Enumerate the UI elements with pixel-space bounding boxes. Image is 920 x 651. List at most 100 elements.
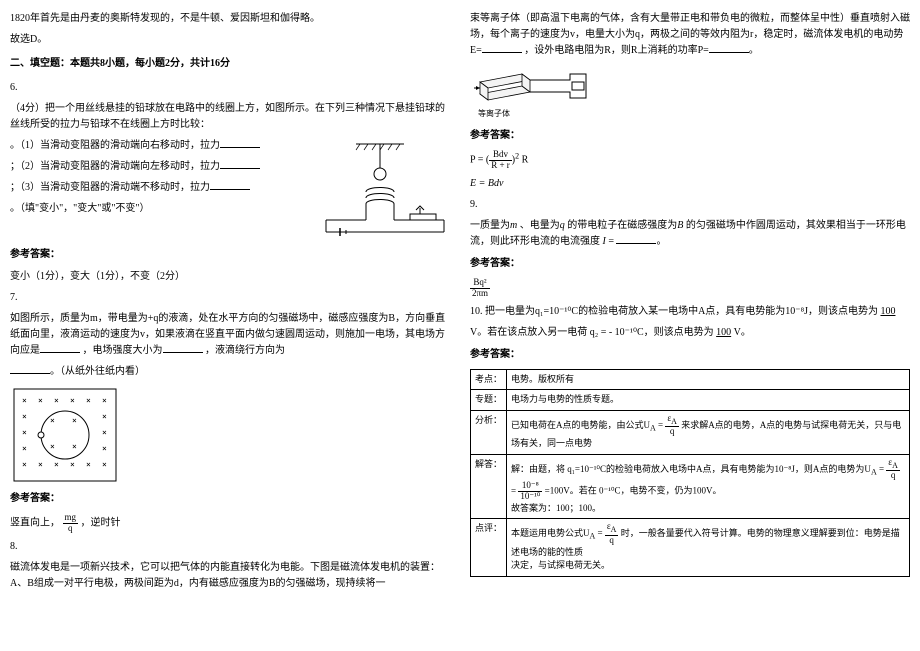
q7-number: 7. (10, 290, 450, 306)
svg-text:×: × (38, 396, 43, 405)
q9-b: B (677, 220, 683, 231)
r4b-f1d: q (886, 471, 900, 481)
r4b-2: =100V。若在 0⁻¹⁰C，电势不变，仍为100V。 (545, 485, 722, 495)
q9-blank (616, 234, 656, 244)
q9-answer: Bq² 2πm (470, 278, 910, 299)
right-column: 束等离子体（即高温下电离的气体，含有大量带正电和带负电的微粒，而整体呈中性）垂直… (460, 0, 920, 651)
r5b-fn: εA (605, 522, 619, 536)
q10-row: 10. 把一电量为q₁=10⁻¹⁰C的检验电荷放入某一电场中A点，具有电势能为1… (470, 304, 910, 320)
q6-c2-blank (220, 159, 260, 169)
q6-figure (320, 142, 450, 237)
q9-tail: 。 (656, 236, 666, 247)
tbl-row-5: 点评： 本题运用电势公式UA = εA q 时，一般各量要代入符号计算。电势的物… (471, 519, 910, 576)
q8-answer-block: P = ( Bdv R + r )2 R (470, 150, 910, 171)
q10-s2: V。若在该点放入另一电荷 q₂ = - 10⁻¹⁰C，则该点电势为 (470, 327, 714, 338)
svg-text:×: × (86, 396, 91, 405)
svg-text:等离子体: 等离子体 (478, 108, 510, 118)
svg-text:×: × (50, 442, 55, 451)
svg-text:×: × (22, 396, 27, 405)
q7-blank1 (40, 343, 80, 353)
svg-text:×: × (22, 412, 27, 421)
q9-m: m (510, 220, 517, 231)
q6-c2-text: （2）当滑动变阻器的滑动端向左移动时，拉力 (20, 161, 220, 172)
q6-number: 6. (10, 80, 450, 96)
q8-e-answer: E = Bdv (470, 176, 910, 192)
r4b-f2d: 10⁻¹⁰ (518, 492, 542, 502)
tbl-r4b: 解：由题，将 q₁=10⁻¹⁰C的检验电荷放入电场中A点，具有电势能为10⁻⁸J… (507, 454, 910, 519)
r4b-frac1: εA q (886, 458, 900, 481)
tbl-r1a: 考点： (471, 369, 507, 390)
r4b-f1n: εA (886, 458, 900, 472)
q9-t1: 一质量为 (470, 220, 510, 231)
r5b-sub: A (590, 532, 596, 541)
q10-b1: 100 (880, 306, 895, 317)
r4b-line2: 故答案为：100；100。 (511, 502, 905, 516)
q8-p-den: R + r (489, 161, 512, 171)
svg-text:×: × (70, 460, 75, 469)
q8-p-sq: 2 (515, 151, 519, 160)
tbl-r2a: 专题： (471, 390, 507, 411)
q7-answer: 竖直向上， mg q ，逆时针 (10, 513, 450, 534)
q9-answer-label: 参考答案： (470, 256, 910, 272)
q10-s3: V。 (734, 327, 751, 338)
q6-c3-blank (210, 180, 250, 190)
q6-stem: （4分）把一个用丝线悬挂的铅球放在电路中的线圈上方，如图所示。在下列三种情况下悬… (10, 101, 450, 133)
svg-text:×: × (86, 460, 91, 469)
svg-text:×: × (72, 416, 77, 425)
r3b-fn: εA (665, 414, 679, 428)
tbl-r3a: 分析： (471, 410, 507, 454)
q8-blank-e (482, 43, 522, 53)
svg-text:×: × (22, 428, 27, 437)
q7-ans-frac: mg q (63, 513, 79, 534)
q9-number: 9. (470, 197, 910, 213)
q8-number: 8. (10, 539, 450, 555)
r3b-1: 已知电荷在A点的电势能，由公式U (511, 419, 650, 429)
svg-text:×: × (54, 460, 59, 469)
q8-answer-label: 参考答案： (470, 128, 910, 144)
svg-text:×: × (50, 416, 55, 425)
r3b-frac: εA q (665, 414, 679, 437)
q6-answer-label: 参考答案： (10, 247, 450, 263)
r3b-sub: A (650, 423, 656, 432)
svg-text:×: × (102, 396, 107, 405)
svg-text:×: × (102, 444, 107, 453)
intro-line-2: 故选D。 (10, 32, 450, 48)
svg-text:×: × (38, 460, 43, 469)
q10-answer-label: 参考答案： (470, 347, 910, 363)
q7-tail-text: 。（从纸外往纸内看） (50, 366, 145, 377)
r4b-eq: = (879, 463, 886, 473)
q8-p-tail: R (522, 155, 529, 166)
intro-line-1: 1820年首先是由丹麦的奥斯特发现的，不是牛顿、爱因斯坦和伽得略。 (10, 11, 450, 27)
left-column: 1820年首先是由丹麦的奥斯特发现的，不是牛顿、爱因斯坦和伽得略。 故选D。 二… (0, 0, 460, 651)
tbl-row-3: 分析： 已知电荷在A点的电势能，由公式UA = εA q 来求解A点的电势，A点… (471, 410, 910, 454)
q8-e-text: E = Bdv (470, 178, 503, 189)
r4b-frac2: 10⁻⁸ 10⁻¹⁰ (518, 481, 542, 502)
q9-q: q (560, 220, 565, 231)
r5b-frac: εA q (605, 522, 619, 545)
q7-blank2 (163, 343, 203, 353)
q6-body: 。（1）当滑动变阻器的滑动端向右移动时，拉力 ；（2）当滑动变阻器的滑动端向左移… (10, 138, 450, 241)
r4b-sub: A (871, 467, 877, 476)
q8-blank-p (709, 43, 749, 53)
q7-stem-row: 如图所示，质量为m，带电量为+q的液滴，处在水平方向的匀强磁场中，磁感应强度为B… (10, 311, 450, 359)
tbl-row-4: 解答： 解：由题，将 q₁=10⁻¹⁰C的检验电荷放入电场中A点，具有电势能为1… (471, 454, 910, 519)
q10-num: 10. (470, 306, 483, 317)
section-2-title: 二、填空题：本题共8小题，每小题2分，共计16分 (10, 56, 450, 72)
r5b-eq: = (598, 528, 605, 538)
r5b-fn-s: A (611, 525, 617, 534)
q9-stem: 一质量为m 、电量为q 的带电粒子在磁感强度为B 的匀强磁场中作圆周运动，其效果… (470, 218, 910, 250)
q9-t5: 的带电粒子在磁感强度为 (567, 220, 677, 231)
svg-text:×: × (70, 396, 75, 405)
tbl-r2b: 电场力与电势的性质专题。 (507, 390, 910, 411)
q7-ans2: ，逆时针 (81, 518, 121, 529)
tbl-row-1: 考点： 电势。版权所有 (471, 369, 910, 390)
svg-text:×: × (54, 396, 59, 405)
tbl-r4a: 解答： (471, 454, 507, 519)
q8-figure: 等离子体 (470, 64, 910, 122)
q8-p-pre: P = (470, 155, 486, 166)
r4b-line1: 解：由题，将 q₁=10⁻¹⁰C的检验电荷放入电场中A点，具有电势能为10⁻⁸J… (511, 458, 905, 502)
r4b-1: 解：由题，将 q₁=10⁻¹⁰C的检验电荷放入电场中A点，具有电势能为10⁻⁸J… (511, 463, 871, 473)
tbl-row-2: 专题： 电场力与电势的性质专题。 (471, 390, 910, 411)
q7-ans-frac-den: q (63, 524, 79, 534)
q9-t3: 、电量为 (520, 220, 560, 231)
